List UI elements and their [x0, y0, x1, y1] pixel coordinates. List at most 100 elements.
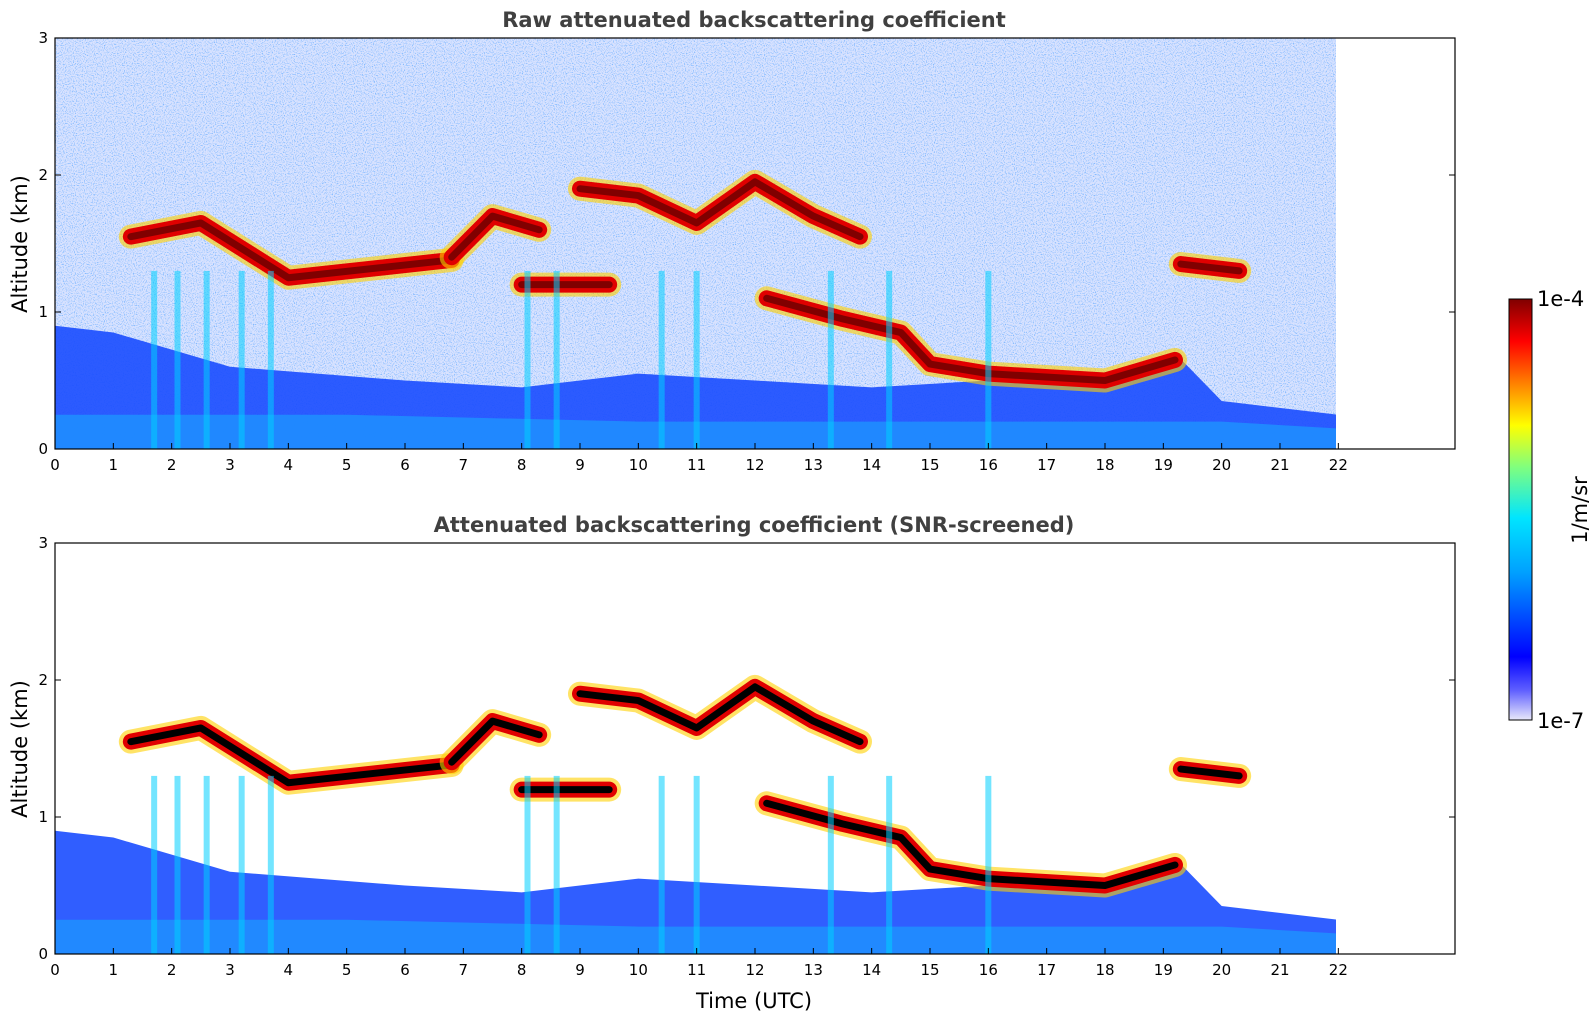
cloud-layer-core	[127, 219, 456, 282]
precip-streak	[886, 270, 893, 449]
x-tick-label: 0	[50, 456, 60, 474]
precip-streak	[827, 775, 834, 954]
cloud-layer-core	[127, 724, 456, 787]
colorbar-unit-label: 1/m/sr	[1568, 476, 1592, 544]
x-tick-label: 1	[109, 961, 119, 979]
precip-streak	[658, 270, 665, 449]
y-axis-label: Altitude (km)	[8, 680, 32, 818]
precip-streak	[174, 775, 181, 954]
colorbar-gradient	[1508, 298, 1533, 721]
precip-streak	[267, 775, 274, 954]
x-tick-label: 8	[517, 961, 527, 979]
colorbar: 1e-4 1e-7 1/m/sr	[1508, 287, 1592, 733]
precip-streak	[985, 775, 992, 954]
y-tick-label: 2	[38, 166, 48, 184]
cloud-layer-core	[576, 178, 864, 241]
cloud-layer-core	[1177, 765, 1243, 780]
cloud-layer-core	[763, 799, 1179, 889]
x-tick-label: 19	[1154, 961, 1173, 979]
precip-streak	[886, 775, 893, 954]
precip-streak	[985, 270, 992, 449]
x-tick-label: 12	[745, 961, 764, 979]
snr-screened-panel: Attenuated backscattering coefficient (S…	[8, 513, 1456, 1013]
y-tick-label: 1	[38, 808, 48, 826]
x-tick-label: 13	[804, 961, 823, 979]
x-tick-label: 12	[745, 456, 764, 474]
x-tick-label: 22	[1329, 961, 1348, 979]
y-tick-label: 3	[38, 29, 48, 47]
x-tick-label: 4	[284, 456, 294, 474]
x-tick-label: 11	[687, 456, 706, 474]
x-axis-ticks: 0 1 2 3 4 5 6 7 8 9 10 11 12 13 14 15 16 17 18 19 20 21 22	[50, 948, 1348, 979]
x-tick-label: 10	[629, 961, 648, 979]
colorbar-min-label: 1e-7	[1537, 709, 1584, 733]
x-tick-label: 20	[1212, 961, 1231, 979]
x-tick-label: 15	[920, 456, 939, 474]
x-tick-label: 16	[979, 961, 998, 979]
x-tick-label: 5	[342, 456, 352, 474]
heatmap-area	[55, 543, 1336, 954]
x-tick-label: 16	[979, 456, 998, 474]
x-tick-label: 18	[1095, 961, 1114, 979]
x-tick-label: 0	[50, 961, 60, 979]
precip-streak	[203, 270, 210, 449]
x-tick-label: 2	[167, 456, 177, 474]
y-tick-label: 2	[38, 671, 48, 689]
x-tick-label: 4	[284, 961, 294, 979]
x-tick-label: 7	[459, 456, 469, 474]
precip-streak	[553, 270, 560, 449]
x-tick-label: 9	[575, 961, 585, 979]
cloud-layer-core	[763, 294, 1179, 384]
x-tick-label: 17	[1037, 961, 1056, 979]
precip-streak	[151, 270, 158, 449]
precip-streak	[693, 270, 700, 449]
x-tick-label: 21	[1270, 961, 1289, 979]
precip-streak	[238, 270, 245, 449]
y-axis-ticks: 0 1 2 3	[38, 534, 1455, 963]
x-tick-label: 7	[459, 961, 469, 979]
cloud-layer-core	[1177, 260, 1243, 275]
x-tick-label: 15	[920, 961, 939, 979]
x-axis-ticks: 0 1 2 3 4 5 6 7 8 9 10 11 12 13 14 15 16 17 18 19 20 21 22	[50, 443, 1348, 474]
cloud-layer-core	[576, 683, 864, 746]
x-tick-label: 1	[109, 456, 119, 474]
precip-streak	[524, 775, 531, 954]
y-axis-label: Altitude (km)	[8, 175, 32, 313]
chart-title: Attenuated backscattering coefficient (S…	[434, 513, 1075, 537]
x-tick-label: 13	[804, 456, 823, 474]
x-tick-label: 2	[167, 961, 177, 979]
x-tick-label: 17	[1037, 456, 1056, 474]
x-tick-label: 21	[1270, 456, 1289, 474]
raw-backscatter-panel: Raw attenuated backscattering coefficien…	[8, 8, 1456, 474]
x-tick-label: 18	[1095, 456, 1114, 474]
x-tick-label: 5	[342, 961, 352, 979]
cloud-layer-core	[448, 212, 543, 261]
y-tick-label: 1	[38, 303, 48, 321]
x-tick-label: 20	[1212, 456, 1231, 474]
x-tick-label: 14	[862, 961, 881, 979]
precip-streak	[238, 775, 245, 954]
x-tick-label: 3	[225, 961, 235, 979]
x-tick-label: 19	[1154, 456, 1173, 474]
y-axis-ticks: 0 1 2 3	[38, 29, 1455, 458]
x-axis-label: Time (UTC)	[695, 989, 812, 1013]
y-tick-label: 0	[38, 945, 48, 963]
y-tick-label: 3	[38, 534, 48, 552]
x-tick-label: 22	[1329, 456, 1348, 474]
x-tick-label: 9	[575, 456, 585, 474]
precip-streak	[553, 775, 560, 954]
x-tick-label: 10	[629, 456, 648, 474]
x-tick-label: 14	[862, 456, 881, 474]
colorbar-max-label: 1e-4	[1537, 287, 1584, 311]
precip-streak	[203, 775, 210, 954]
x-tick-label: 6	[400, 961, 410, 979]
x-tick-label: 6	[400, 456, 410, 474]
precip-streak	[151, 775, 158, 954]
x-tick-label: 11	[687, 961, 706, 979]
heatmap-area	[55, 38, 1336, 449]
precip-streak	[267, 270, 274, 449]
precip-streak	[174, 270, 181, 449]
precip-streak	[693, 775, 700, 954]
precip-streak	[658, 775, 665, 954]
